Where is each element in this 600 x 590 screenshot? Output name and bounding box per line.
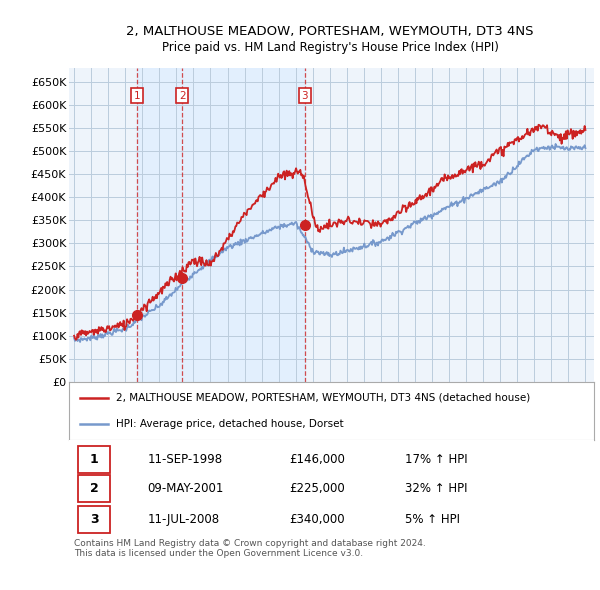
FancyBboxPatch shape <box>79 475 110 502</box>
Text: 17% ↑ HPI: 17% ↑ HPI <box>405 453 467 466</box>
Text: 2: 2 <box>90 482 98 495</box>
FancyBboxPatch shape <box>79 445 110 473</box>
Text: 11-SEP-1998: 11-SEP-1998 <box>148 453 223 466</box>
FancyBboxPatch shape <box>79 506 110 533</box>
Text: 5% ↑ HPI: 5% ↑ HPI <box>405 513 460 526</box>
Text: 09-MAY-2001: 09-MAY-2001 <box>148 482 224 495</box>
Text: 3: 3 <box>90 513 98 526</box>
Text: 2, MALTHOUSE MEADOW, PORTESHAM, WEYMOUTH, DT3 4NS (detached house): 2, MALTHOUSE MEADOW, PORTESHAM, WEYMOUTH… <box>116 392 530 402</box>
Bar <box>137 68 305 382</box>
Text: £225,000: £225,000 <box>290 482 345 495</box>
Text: Price paid vs. HM Land Registry's House Price Index (HPI): Price paid vs. HM Land Registry's House … <box>161 41 499 54</box>
Text: £340,000: £340,000 <box>290 513 345 526</box>
Text: 2, MALTHOUSE MEADOW, PORTESHAM, WEYMOUTH, DT3 4NS: 2, MALTHOUSE MEADOW, PORTESHAM, WEYMOUTH… <box>126 25 534 38</box>
Text: 2: 2 <box>179 91 185 100</box>
Text: 32% ↑ HPI: 32% ↑ HPI <box>405 482 467 495</box>
Text: 1: 1 <box>90 453 98 466</box>
Text: Contains HM Land Registry data © Crown copyright and database right 2024.
This d: Contains HM Land Registry data © Crown c… <box>74 539 426 558</box>
Text: 1: 1 <box>134 91 140 100</box>
Text: 3: 3 <box>301 91 308 100</box>
Text: HPI: Average price, detached house, Dorset: HPI: Average price, detached house, Dors… <box>116 419 344 430</box>
Text: £146,000: £146,000 <box>290 453 346 466</box>
Text: 11-JUL-2008: 11-JUL-2008 <box>148 513 220 526</box>
